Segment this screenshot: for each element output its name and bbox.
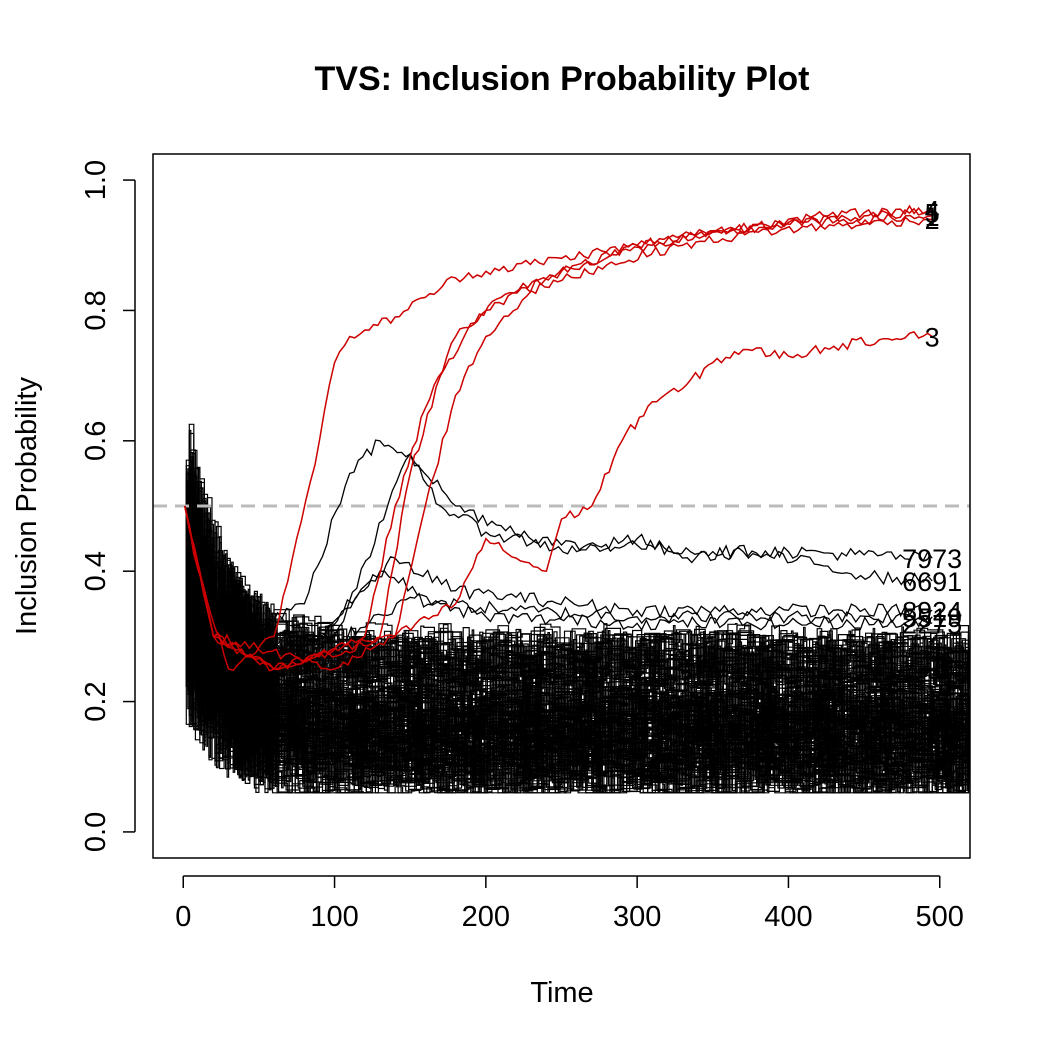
series-line-2: [184, 216, 933, 671]
x-tick-label: 200: [462, 901, 510, 933]
series-line-7973: [184, 439, 933, 639]
x-tick-label: 300: [613, 901, 661, 933]
plot-frame: [152, 153, 971, 859]
x-axis: 0 100 200 300 400 500: [175, 875, 964, 933]
series-end-label: 5: [925, 199, 940, 229]
series-line-6691: [184, 452, 933, 654]
series-line-5519: [184, 505, 933, 671]
background-series-line: [184, 470, 970, 676]
series-end-label: 2: [925, 205, 940, 235]
series-end-label: 8924: [902, 596, 962, 626]
y-tick-label: 0.6: [80, 421, 112, 461]
series-line-4: [184, 204, 933, 672]
background-series-line: [184, 505, 970, 762]
series-end-label: 2275: [902, 609, 962, 639]
series-end-label: 3: [925, 323, 940, 353]
series-line-1: [184, 213, 933, 671]
x-tick-label: 100: [310, 901, 358, 933]
y-tick-label: 0.2: [80, 681, 112, 721]
background-series-line: [184, 505, 970, 781]
x-axis-label: Time: [530, 977, 593, 1009]
series-line-3: [184, 331, 933, 671]
x-tick-label: 500: [916, 901, 964, 933]
series-end-label: 5519: [902, 603, 962, 633]
y-tick-label: 1.0: [80, 160, 112, 200]
series-end-label: 6691: [902, 567, 962, 597]
series-end-label: 4: [925, 195, 940, 225]
background-series-line: [184, 504, 970, 698]
y-tick-label: 0.4: [80, 551, 112, 591]
x-tick-label: 400: [764, 901, 812, 933]
series-line-2275: [184, 505, 933, 672]
series-end-label: 7973: [902, 544, 962, 574]
series-end-label: 1: [925, 202, 940, 232]
series-line-5: [184, 207, 933, 672]
chart-title: TVS: Inclusion Probability Plot: [315, 60, 810, 98]
background-series-line: [184, 505, 970, 770]
series-layer: [153, 204, 970, 794]
background-series-line: [184, 452, 970, 695]
y-tick-label: 0.8: [80, 290, 112, 330]
y-axis: 0.0 0.2 0.4 0.6 0.8 1.0: [80, 160, 136, 852]
y-tick-label: 0.0: [80, 812, 112, 852]
background-series-line: [184, 481, 970, 691]
x-tick-label: 0: [175, 901, 191, 933]
background-series-line: [184, 505, 970, 787]
y-axis-label: Inclusion Probability: [11, 377, 43, 635]
background-series-line: [184, 505, 970, 794]
